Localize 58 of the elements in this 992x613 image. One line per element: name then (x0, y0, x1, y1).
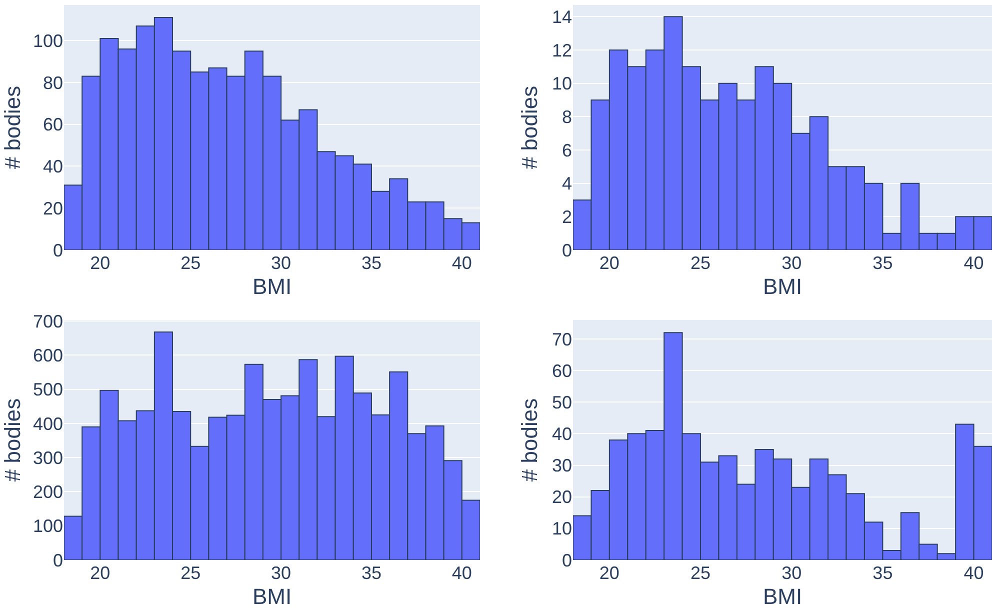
y-tick-label: 70 (552, 329, 572, 350)
x-tick-label: 20 (599, 563, 620, 583)
y-tick-label: 500 (32, 380, 63, 400)
y-axis-title: # bodies (516, 86, 542, 170)
y-tick-label: 0 (52, 240, 63, 260)
x-tick-label: 20 (599, 253, 620, 273)
y-tick-label: 6 (562, 140, 572, 160)
x-tick-label: 35 (872, 253, 893, 273)
y-tick-label: 60 (552, 360, 572, 381)
y-axis-title: # bodies (0, 86, 25, 170)
y-tick-label: 2 (562, 206, 572, 227)
y-tick-label: 60 (42, 114, 63, 135)
y-tick-label: 14 (552, 6, 572, 27)
x-tick-label: 30 (782, 563, 802, 583)
x-tick-label: 25 (180, 563, 201, 583)
x-tick-label: 30 (271, 253, 292, 273)
x-tick-label: 35 (361, 253, 382, 273)
y-tick-label: 100 (32, 516, 63, 536)
x-tick-label: 40 (964, 253, 984, 273)
x-tick-label: 30 (782, 253, 802, 273)
y-tick-label: 8 (562, 106, 572, 127)
x-tick-label: 25 (690, 253, 711, 273)
x-tick-label: 35 (361, 563, 382, 583)
y-tick-label: 30 (552, 456, 572, 476)
x-tick-label: 40 (452, 563, 472, 583)
x-axis-title: BMI (762, 584, 802, 609)
y-tick-label: 12 (552, 40, 572, 60)
y-tick-label: 80 (42, 72, 63, 93)
y-tick-label: 50 (552, 392, 572, 412)
x-tick-label: 20 (90, 253, 110, 273)
y-tick-label: 40 (42, 156, 63, 177)
x-tick-label: 25 (690, 563, 711, 583)
x-tick-label: 40 (452, 253, 472, 273)
y-axis-title: # bodies (516, 398, 542, 482)
y-tick-label: 700 (32, 311, 63, 332)
x-tick-label: 35 (872, 563, 893, 583)
y-tick-label: 600 (32, 345, 63, 366)
y-tick-label: 0 (562, 550, 572, 570)
x-axis-title: BMI (762, 274, 802, 299)
x-tick-label: 25 (180, 253, 201, 273)
x-tick-label: 40 (964, 563, 984, 583)
y-axis-title: # bodies (0, 398, 25, 482)
x-tick-label: 20 (90, 563, 110, 583)
y-tick-label: 100 (32, 30, 63, 51)
y-tick-label: 200 (32, 482, 63, 502)
y-tick-label: 4 (562, 174, 572, 194)
y-tick-label: 20 (42, 198, 63, 218)
x-tick-label: 30 (271, 563, 292, 583)
y-tick-label: 20 (552, 487, 572, 508)
y-tick-label: 10 (552, 518, 572, 539)
y-tick-label: 0 (52, 550, 63, 570)
x-axis-title: BMI (252, 584, 292, 609)
y-tick-label: 0 (562, 240, 572, 260)
y-tick-label: 40 (552, 424, 572, 444)
y-tick-label: 400 (32, 414, 63, 434)
y-tick-label: 300 (32, 448, 63, 468)
x-axis-title: BMI (252, 274, 292, 299)
y-tick-label: 10 (552, 74, 572, 94)
